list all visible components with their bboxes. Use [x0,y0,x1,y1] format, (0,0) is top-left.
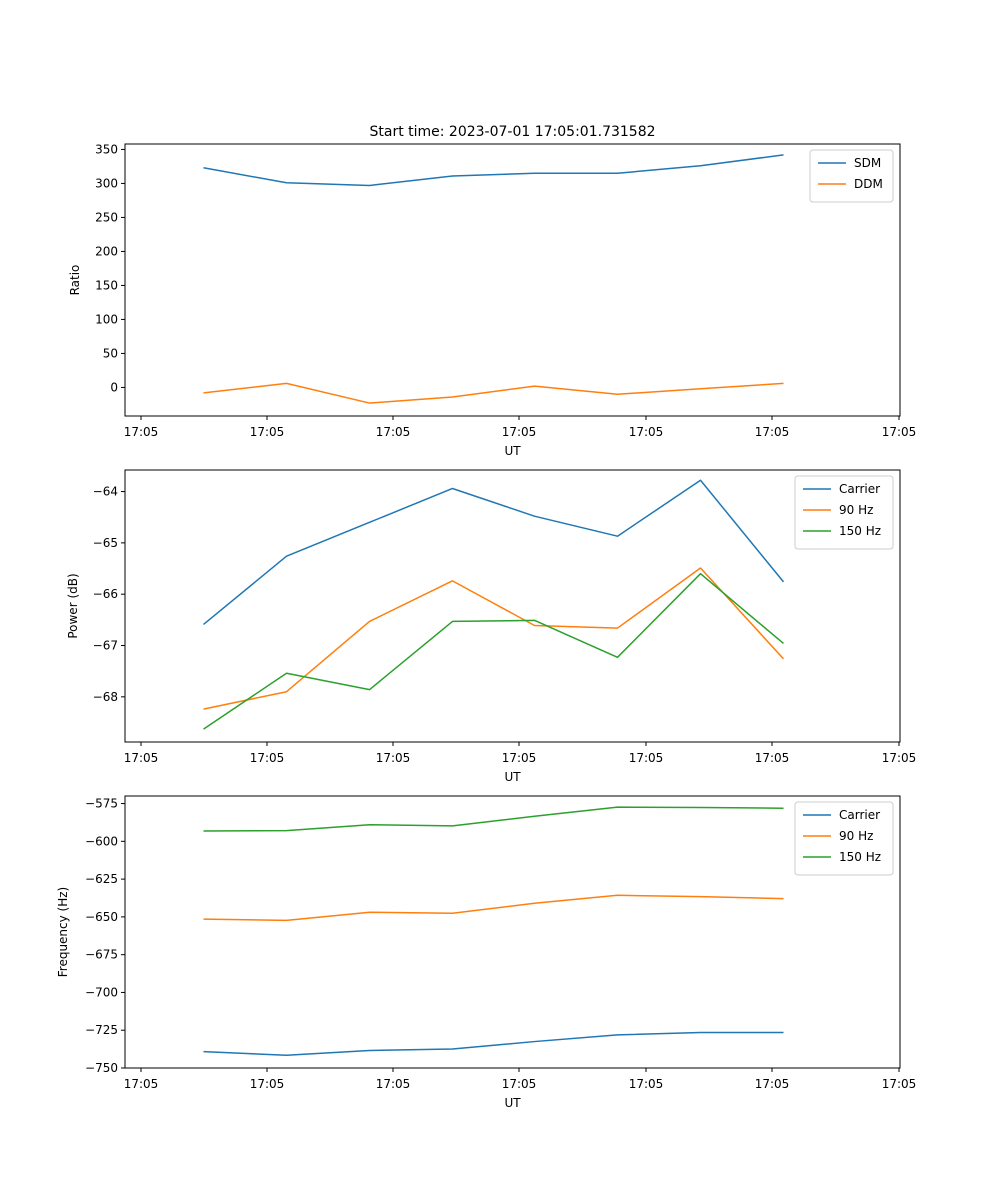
x-tick-label: 17:05 [882,425,917,439]
y-tick-label: −65 [93,536,118,550]
panel-3: −750 −725 −700 −675 −650 −625 −600 −575 17:05 17:… [56,795,917,1110]
x-tick-label: 17:05 [882,1077,917,1091]
series-line-carrier [203,1031,784,1057]
legend-label: Carrier [839,808,880,822]
panel-1: 0 50 100 150 200 250 300 350 17:05 17:05 17:05 17:0… [68,142,916,458]
y-tick-label: −64 [93,485,118,499]
y-tick-label: 250 [95,210,118,224]
x-tick-label: 17:05 [376,751,411,765]
x-tick-label: 17:05 [376,1077,411,1091]
x-tick-label: 17:05 [502,751,537,765]
y-tick-label: −68 [93,690,118,704]
x-tick-label: 17:05 [629,1077,664,1091]
x-tick-label: 17:05 [502,1077,537,1091]
axes-frame [124,795,901,1069]
series-line-90-hz [203,567,785,710]
y-tick-label: −66 [93,587,118,601]
axes-frame [124,143,901,417]
series-line-carrier [203,479,785,626]
x-axis-label: UT [504,444,521,458]
legend-label: DDM [854,177,883,191]
y-tick-label: −575 [85,797,118,811]
legend-label: Carrier [839,482,880,496]
legend-label: 90 Hz [839,503,873,517]
x-tick-label: 17:05 [124,425,159,439]
x-tick-label: 17:05 [376,425,411,439]
x-tick-label: 17:05 [250,425,285,439]
y-tick-label: 200 [95,244,118,258]
x-tick-label: 17:05 [755,425,790,439]
figure-title: Start time: 2023-07-01 17:05:01.731582 [369,124,655,140]
x-tick-label: 17:05 [629,425,664,439]
legend-label: SDM [854,156,881,170]
x-tick-label: 17:05 [250,1077,285,1091]
y-tick-label: 0 [110,380,118,394]
y-axis-label: Frequency (Hz) [56,887,70,978]
legend-label: 90 Hz [839,829,873,843]
x-tick-label: 17:05 [250,751,285,765]
legend-label: 150 Hz [839,850,881,864]
x-tick-label: 17:05 [124,1077,159,1091]
y-tick-label: 50 [103,346,118,360]
legend-label: 150 Hz [839,524,881,538]
y-tick-label: −675 [85,948,118,962]
y-tick-label: −750 [85,1061,118,1075]
y-tick-label: 100 [95,312,118,326]
y-tick-label: 350 [95,142,118,156]
y-tick-label: −600 [85,834,118,848]
series-line-sdm [203,154,784,187]
x-tick-label: 17:05 [124,751,159,765]
x-axis-label: UT [504,770,521,784]
y-tick-label: −625 [85,872,118,886]
series-line-150-hz [203,572,784,730]
series-line-ddm [203,382,784,404]
y-axis-label: Ratio [68,265,82,296]
y-tick-label: 300 [95,176,118,190]
y-axis-label: Power (dB) [66,573,80,638]
x-axis-label: UT [504,1096,521,1110]
panel-2: −68 −67 −66 −65 −64 17:05 17:05 17:05 17:05 17:05… [66,469,917,784]
x-tick-label: 17:05 [629,751,664,765]
x-tick-label: 17:05 [882,751,917,765]
x-tick-label: 17:05 [502,425,537,439]
series-line-90-hz [203,894,784,922]
y-tick-label: −725 [85,1023,118,1037]
axes-frame [124,469,901,743]
x-tick-label: 17:05 [755,751,790,765]
y-tick-label: 150 [95,278,118,292]
series-line-150-hz [203,806,784,832]
y-tick-label: −650 [85,910,118,924]
y-tick-label: −67 [93,639,118,653]
y-tick-label: −700 [85,985,118,999]
x-tick-label: 17:05 [755,1077,790,1091]
